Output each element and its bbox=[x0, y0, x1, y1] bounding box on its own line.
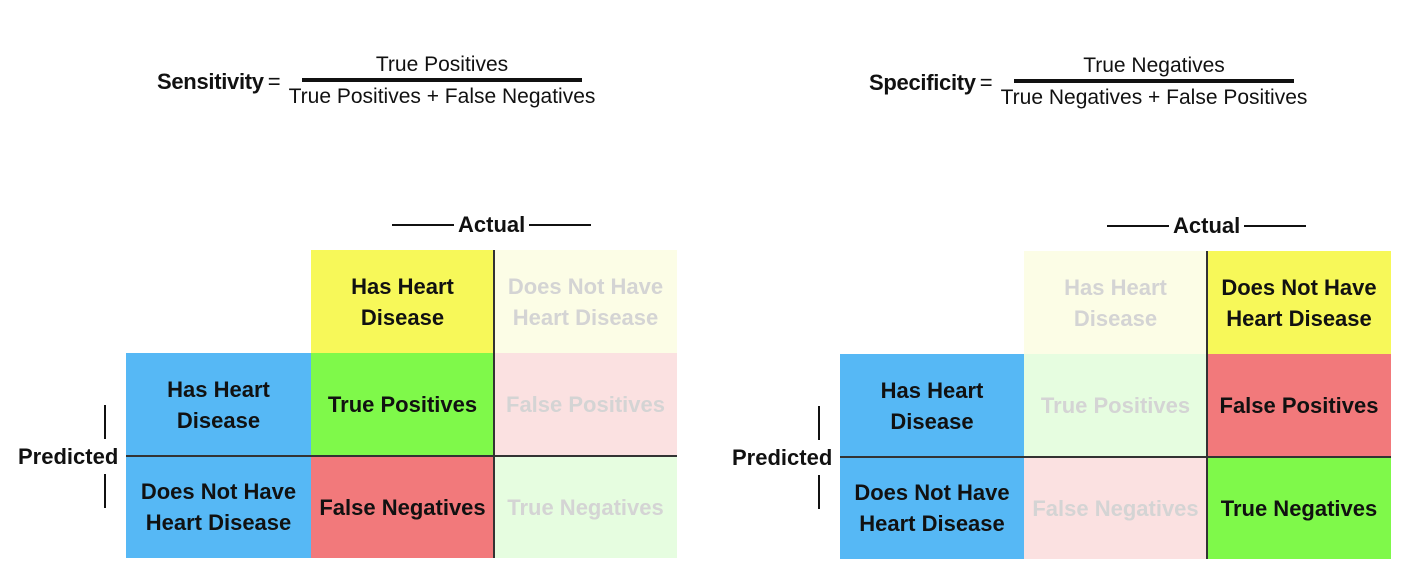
actual-header-no-disease: Does Not Have Heart Disease bbox=[1207, 251, 1391, 354]
cell-label: True Positives bbox=[1040, 393, 1191, 418]
actual-header-has-disease: Has Heart Disease bbox=[1024, 251, 1207, 354]
cell-label: True Negatives bbox=[507, 494, 664, 520]
true-negatives-cell: True Negatives bbox=[494, 456, 677, 558]
actual-header-no-disease: Does Not Have Heart Disease bbox=[494, 250, 677, 353]
predicted-header-no-disease: Does Not Have Heart Disease bbox=[840, 457, 1024, 559]
actual-line-right bbox=[529, 224, 592, 226]
matrix-divider-vertical bbox=[1206, 251, 1208, 559]
cell-label: Has Heart Disease bbox=[167, 376, 270, 433]
false-positives-cell: False Positives bbox=[494, 353, 677, 456]
sensitivity-formula: Sensitivity = True Positives True Positi… bbox=[157, 52, 595, 112]
predicted-line-bottom bbox=[104, 474, 106, 508]
predicted-line-top bbox=[104, 405, 106, 439]
fraction: True Positives True Positives + False Ne… bbox=[289, 52, 596, 112]
predicted-line-top bbox=[818, 406, 820, 440]
predicted-header-has-disease: Has Heart Disease bbox=[126, 353, 311, 456]
cell-label: False Positives bbox=[506, 392, 665, 417]
cell-label: Has Heart Disease bbox=[351, 273, 454, 330]
false-positives-cell: False Positives bbox=[1207, 354, 1391, 457]
actual-label: Actual bbox=[392, 212, 592, 238]
formula-lhs: Sensitivity bbox=[157, 69, 264, 94]
cell-label: Has Heart Disease bbox=[880, 377, 984, 434]
fraction: True Negatives True Negatives + False Po… bbox=[1001, 53, 1308, 113]
actual-line-left bbox=[1107, 225, 1169, 227]
cell-label: Does Not Have Heart Disease bbox=[1221, 274, 1377, 331]
predicted-header-no-disease: Does Not Have Heart Disease bbox=[126, 456, 311, 558]
cell-label: True Positives bbox=[327, 392, 478, 417]
actual-label: Actual bbox=[1107, 213, 1307, 239]
matrix-divider-horizontal bbox=[126, 455, 677, 457]
cell-label: Does Not Have Heart Disease bbox=[140, 479, 297, 535]
matrix-divider-vertical bbox=[493, 250, 495, 558]
false-negatives-cell: False Negatives bbox=[1024, 457, 1207, 559]
actual-header-has-disease: Has Heart Disease bbox=[311, 250, 494, 353]
formula-numerator: True Negatives bbox=[1083, 54, 1225, 77]
formula-denominator: True Positives + False Negatives bbox=[288, 85, 596, 108]
matrix-divider-horizontal bbox=[840, 456, 1391, 458]
cell-label: False Negatives bbox=[319, 494, 486, 520]
actual-line-left bbox=[392, 224, 454, 226]
true-positives-cell: True Positives bbox=[311, 353, 494, 456]
true-positives-cell: True Positives bbox=[1024, 354, 1207, 457]
actual-label-text: Actual bbox=[1173, 213, 1241, 238]
cell-label: Does Not Have Heart Disease bbox=[507, 273, 664, 330]
equals-sign: = bbox=[979, 70, 993, 95]
formula-numerator: True Positives bbox=[375, 53, 509, 76]
formula-lhs: Specificity bbox=[869, 70, 976, 95]
actual-label-text: Actual bbox=[458, 212, 526, 237]
predicted-line-bottom bbox=[818, 475, 820, 509]
predicted-label: Predicted bbox=[732, 445, 833, 470]
actual-line-right bbox=[1244, 225, 1307, 227]
cell-label: Has Heart Disease bbox=[1064, 274, 1167, 331]
specificity-formula: Specificity = True Negatives True Negati… bbox=[869, 53, 1307, 113]
predicted-label: Predicted bbox=[18, 444, 119, 469]
cell-label: False Negatives bbox=[1032, 495, 1199, 521]
equals-sign: = bbox=[267, 69, 281, 94]
cell-label: True Negatives bbox=[1220, 495, 1378, 521]
fraction-bar bbox=[302, 78, 582, 82]
cell-label: False Positives bbox=[1219, 393, 1379, 418]
false-negatives-cell: False Negatives bbox=[311, 456, 494, 558]
fraction-bar bbox=[1014, 79, 1294, 83]
predicted-header-has-disease: Has Heart Disease bbox=[840, 354, 1024, 457]
true-negatives-cell: True Negatives bbox=[1207, 457, 1391, 559]
cell-label: Does Not Have Heart Disease bbox=[854, 480, 1010, 536]
formula-denominator: True Negatives + False Positives bbox=[1000, 86, 1308, 109]
